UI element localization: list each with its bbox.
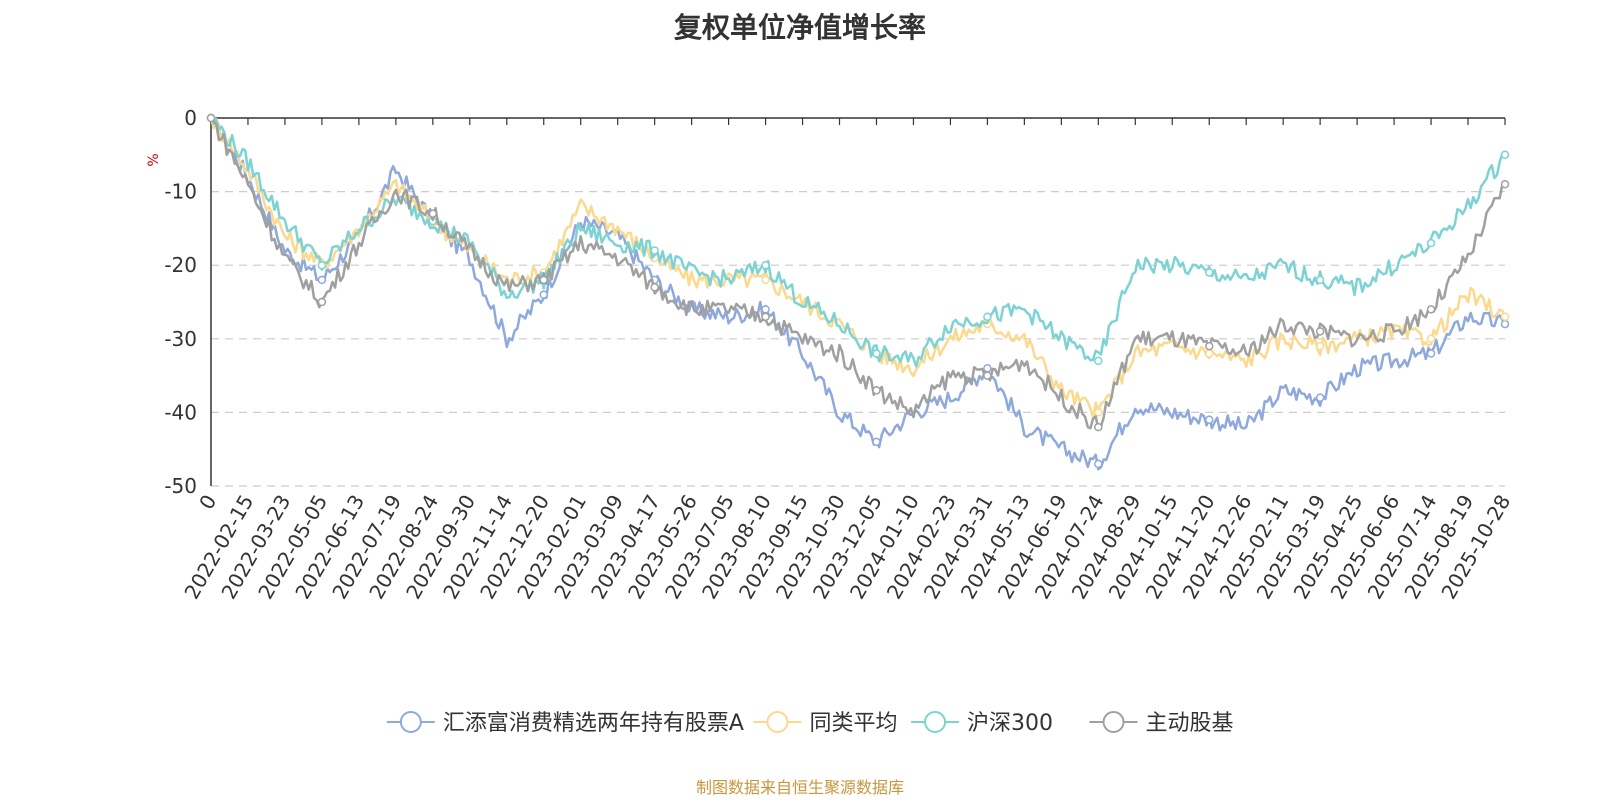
legend-swatch-marker xyxy=(766,711,789,733)
series-0-point xyxy=(1500,319,1510,329)
series-2-point xyxy=(1315,275,1325,285)
legend-label: 沪深300 xyxy=(967,711,1053,736)
series-0-point xyxy=(1426,349,1436,358)
series-3-point xyxy=(650,283,659,292)
series-1-point xyxy=(761,275,770,285)
series-0-point xyxy=(1094,459,1103,469)
y-tick-label: -50 xyxy=(164,474,197,498)
series-3-point xyxy=(1315,327,1325,336)
series-lines xyxy=(206,113,1510,471)
y-tick-label: 0 xyxy=(184,106,197,130)
legend-item[interactable]: 汇添富消费精选两年持有股票A xyxy=(386,711,744,736)
series-3-point xyxy=(317,297,327,307)
series-0-point xyxy=(1204,415,1214,425)
series-2-point xyxy=(983,312,992,321)
series-0-point xyxy=(1315,393,1325,402)
legend-item[interactable]: 沪深300 xyxy=(911,711,1053,736)
series-2-point xyxy=(761,260,770,270)
legend-label: 汇添富消费精选两年持有股票A xyxy=(443,711,744,736)
series-line-0 xyxy=(211,116,1507,471)
legend-item[interactable]: 主动股基 xyxy=(1089,711,1234,736)
y-axis-unit-label: % xyxy=(146,153,162,166)
legend-label: 主动股基 xyxy=(1146,711,1234,736)
series-2-point xyxy=(1094,356,1103,366)
series-1-point xyxy=(1204,349,1214,358)
series-1-point xyxy=(1094,408,1103,417)
series-2-point xyxy=(317,260,327,270)
legend[interactable]: 汇添富消费精选两年持有股票A 同类平均 沪深300 主动股基 xyxy=(386,711,1234,736)
series-3-point xyxy=(428,209,438,218)
series-0-point xyxy=(539,290,548,299)
series-line-2 xyxy=(209,117,1506,368)
series-3-point xyxy=(206,113,216,123)
series-line-3 xyxy=(210,117,1506,431)
y-tick-label: -30 xyxy=(164,327,197,351)
series-0-point xyxy=(317,275,327,285)
y-tick-label: -20 xyxy=(164,253,197,277)
axes: 0-10-20-30-40-5002022-02-152022-03-23202… xyxy=(164,106,1515,603)
series-3-point xyxy=(1500,179,1510,189)
y-tick-label: -40 xyxy=(164,400,197,424)
series-line-1 xyxy=(209,117,1507,420)
series-1-point xyxy=(1426,334,1436,344)
series-3-point xyxy=(983,371,992,380)
series-2-point xyxy=(650,246,659,255)
series-3-point xyxy=(539,275,548,285)
series-3-point xyxy=(1094,422,1103,432)
series-2-point xyxy=(1426,238,1436,248)
series-3-point xyxy=(761,312,770,321)
series-1-point xyxy=(1315,341,1325,351)
series-0-point xyxy=(983,363,992,373)
series-0-point xyxy=(761,305,770,314)
x-tick-label: 0 xyxy=(194,491,221,514)
series-3-point xyxy=(1204,341,1214,351)
series-3-point xyxy=(1426,305,1436,314)
source-note: 制图数据来自恒生聚源数据库 xyxy=(695,778,904,797)
legend-swatch-marker xyxy=(924,711,947,733)
series-0-point xyxy=(872,437,881,447)
legend-label: 同类平均 xyxy=(809,711,897,736)
series-3-point xyxy=(872,386,881,395)
grid-lines xyxy=(211,191,1505,487)
chart-title: 复权单位净值增长率 xyxy=(673,11,926,44)
legend-swatch-marker xyxy=(1102,711,1125,733)
series-2-point xyxy=(1204,268,1214,277)
legend-item[interactable]: 同类平均 xyxy=(753,711,897,736)
series-2-point xyxy=(872,349,881,358)
series-1-point xyxy=(1500,312,1510,321)
line-chart: 0-10-20-30-40-5002022-02-152022-03-23202… xyxy=(146,106,1515,736)
series-2-point xyxy=(1500,150,1510,160)
y-tick-label: -10 xyxy=(164,180,197,204)
legend-swatch-marker xyxy=(399,711,422,733)
